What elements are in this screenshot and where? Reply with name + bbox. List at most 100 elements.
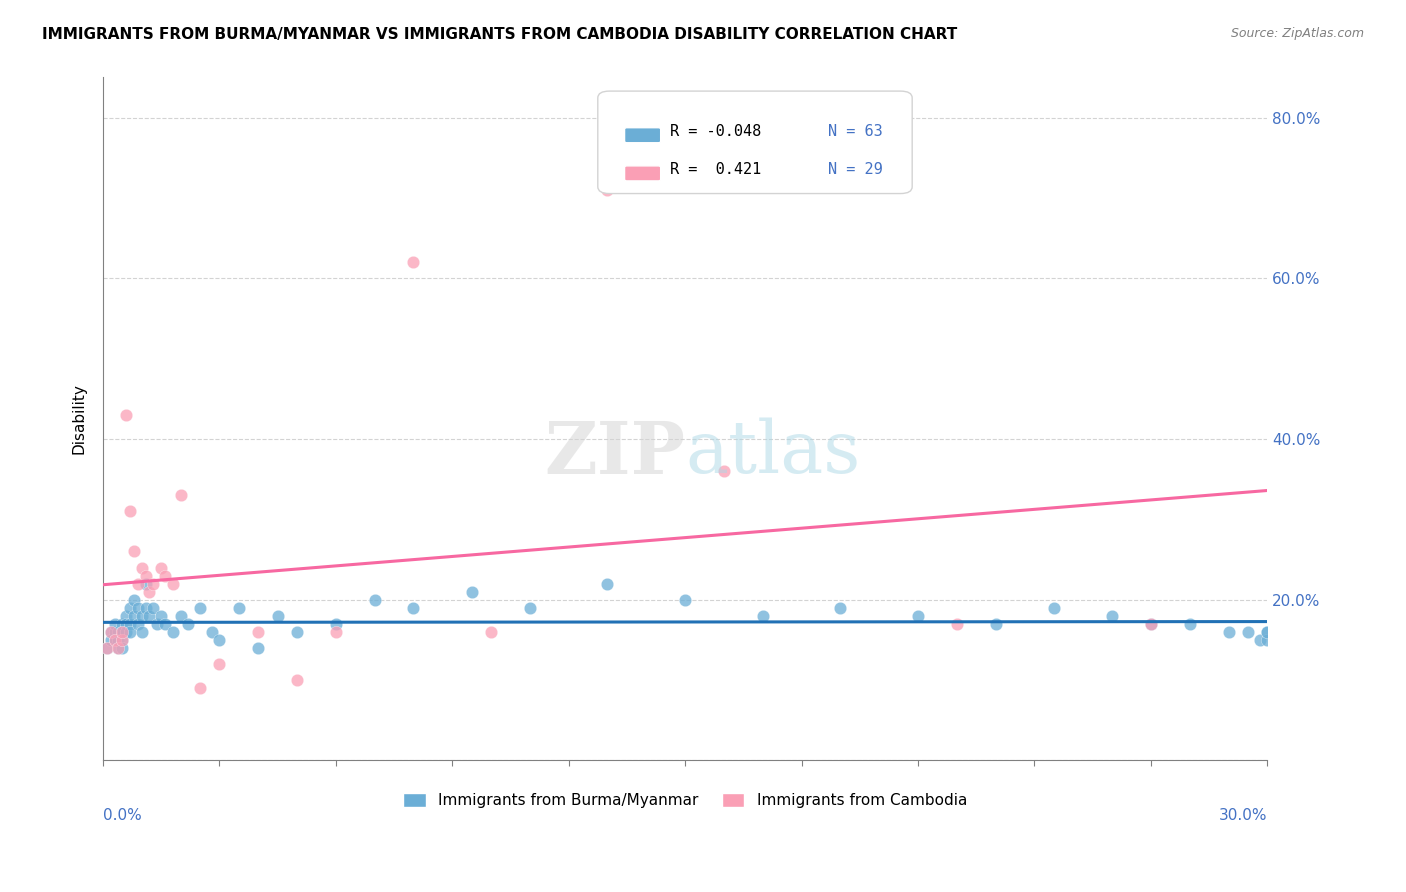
- Point: [103, 624, 125, 639]
- Point: [169, 488, 191, 502]
- Point: [131, 608, 153, 623]
- Text: 30.0%: 30.0%: [1219, 808, 1267, 823]
- Point: [103, 632, 125, 647]
- Point: [479, 624, 502, 639]
- Point: [120, 504, 142, 518]
- Point: [111, 640, 134, 655]
- Point: [111, 632, 134, 647]
- Point: [107, 640, 129, 655]
- Point: [111, 624, 134, 639]
- Point: [127, 600, 149, 615]
- Point: [111, 616, 134, 631]
- Point: [142, 600, 165, 615]
- Point: [120, 616, 142, 631]
- Text: atlas: atlas: [685, 417, 860, 488]
- Point: [266, 608, 288, 623]
- Point: [103, 616, 125, 631]
- Point: [325, 624, 347, 639]
- Point: [325, 616, 347, 631]
- Point: [1101, 608, 1123, 623]
- Text: 0.0%: 0.0%: [103, 808, 142, 823]
- Point: [1043, 600, 1066, 615]
- Point: [169, 608, 191, 623]
- Point: [285, 673, 308, 687]
- Point: [162, 576, 184, 591]
- Point: [115, 408, 138, 422]
- Point: [115, 616, 138, 631]
- Point: [285, 624, 308, 639]
- Point: [247, 640, 270, 655]
- Text: R =  0.421: R = 0.421: [671, 162, 761, 178]
- Point: [127, 576, 149, 591]
- Point: [1256, 624, 1278, 639]
- Text: Source: ZipAtlas.com: Source: ZipAtlas.com: [1230, 27, 1364, 40]
- Point: [107, 640, 129, 655]
- Point: [100, 624, 122, 639]
- Point: [247, 624, 270, 639]
- Y-axis label: Disability: Disability: [72, 384, 86, 454]
- Point: [142, 576, 165, 591]
- Point: [122, 592, 145, 607]
- FancyBboxPatch shape: [598, 91, 912, 194]
- Point: [673, 592, 696, 607]
- Text: ZIP: ZIP: [544, 417, 685, 489]
- Point: [135, 600, 157, 615]
- Point: [120, 600, 142, 615]
- Point: [200, 624, 222, 639]
- Point: [907, 608, 929, 623]
- Point: [103, 632, 125, 647]
- Point: [402, 600, 425, 615]
- Point: [162, 624, 184, 639]
- Point: [830, 600, 852, 615]
- Point: [122, 608, 145, 623]
- Point: [208, 632, 231, 647]
- Point: [519, 600, 541, 615]
- Legend: Immigrants from Burma/Myanmar, Immigrants from Cambodia: Immigrants from Burma/Myanmar, Immigrant…: [396, 787, 973, 814]
- Point: [751, 608, 773, 623]
- Text: N = 63: N = 63: [828, 124, 883, 139]
- Point: [1237, 624, 1260, 639]
- Point: [713, 464, 735, 478]
- Point: [96, 640, 118, 655]
- Point: [120, 624, 142, 639]
- Point: [1256, 632, 1278, 647]
- Point: [208, 657, 231, 671]
- Point: [107, 632, 129, 647]
- Point: [107, 624, 129, 639]
- Point: [111, 632, 134, 647]
- FancyBboxPatch shape: [624, 166, 661, 181]
- Point: [402, 255, 425, 269]
- Point: [127, 616, 149, 631]
- Point: [188, 600, 211, 615]
- Point: [946, 616, 969, 631]
- Point: [596, 183, 619, 197]
- Point: [1249, 632, 1271, 647]
- Point: [228, 600, 250, 615]
- Point: [135, 576, 157, 591]
- Point: [188, 681, 211, 695]
- Point: [138, 608, 160, 623]
- Point: [146, 616, 169, 631]
- Point: [1140, 616, 1163, 631]
- Point: [115, 608, 138, 623]
- Point: [131, 560, 153, 574]
- Point: [122, 544, 145, 558]
- Point: [131, 624, 153, 639]
- FancyBboxPatch shape: [624, 128, 661, 143]
- Point: [153, 568, 176, 582]
- Point: [96, 640, 118, 655]
- Point: [150, 608, 173, 623]
- Point: [153, 616, 176, 631]
- Point: [363, 592, 385, 607]
- Point: [1256, 624, 1278, 639]
- Point: [150, 560, 173, 574]
- Text: IMMIGRANTS FROM BURMA/MYANMAR VS IMMIGRANTS FROM CAMBODIA DISABILITY CORRELATION: IMMIGRANTS FROM BURMA/MYANMAR VS IMMIGRA…: [42, 27, 957, 42]
- Point: [984, 616, 1007, 631]
- Point: [111, 624, 134, 639]
- Point: [115, 624, 138, 639]
- Text: R = -0.048: R = -0.048: [671, 124, 761, 139]
- Point: [177, 616, 200, 631]
- Point: [135, 568, 157, 582]
- Point: [596, 576, 619, 591]
- Point: [1178, 616, 1201, 631]
